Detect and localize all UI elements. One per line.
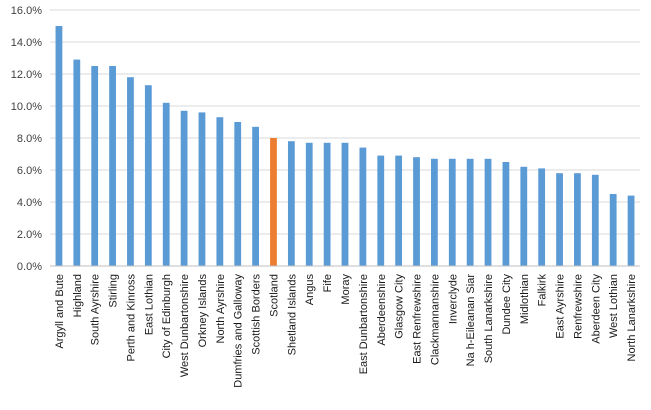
bar-renfrewshire	[574, 173, 581, 266]
x-category-label: Falkirk	[537, 274, 549, 307]
y-tick-label: 0.0%	[17, 261, 42, 273]
y-tick-label: 16.0%	[11, 5, 42, 17]
y-tick-label: 12.0%	[11, 69, 42, 81]
bar-clackmannanshire	[430, 158, 438, 266]
x-category-label: Fife	[322, 274, 334, 292]
x-category-label: East Lothian	[143, 274, 155, 335]
y-tick-label: 2.0%	[17, 229, 42, 241]
x-category-label: City of Edinburgh	[161, 274, 173, 358]
x-category-label: Orkney Islands	[197, 274, 209, 348]
bar-north-lanarkshire	[627, 195, 635, 266]
x-category-label: Inverclyde	[447, 274, 459, 324]
bar-city-of-edinburgh	[162, 102, 170, 266]
x-category-label: Aberdeenshire	[376, 274, 388, 346]
y-tick-label: 6.0%	[17, 165, 42, 177]
bar-scotland	[270, 138, 277, 266]
x-category-label: Renfrewshire	[572, 274, 584, 339]
bar-north-ayrshire	[216, 117, 224, 266]
x-category-label: North Ayrshire	[215, 274, 227, 344]
bar-inverclyde	[448, 158, 456, 266]
x-category-label: East Renfrewshire	[412, 274, 424, 364]
bar-stirling	[109, 66, 116, 266]
x-category-label: West Dunbartonshire	[179, 274, 191, 377]
y-tick-label: 4.0%	[17, 197, 42, 209]
bar-moray	[341, 142, 349, 266]
x-category-label: Aberdeen City	[590, 274, 602, 344]
x-category-label: South Lanarkshire	[483, 274, 495, 363]
bar-scottish-borders	[252, 126, 260, 266]
x-category-label: Midlothian	[519, 274, 531, 324]
bar-orkney-islands	[198, 112, 206, 267]
x-category-label: East Dunbartonshire	[358, 274, 370, 374]
bar-glasgow-city	[395, 155, 403, 266]
x-category-label: Dumfries and Galloway	[233, 274, 245, 388]
bar-perth-and-kinross	[127, 77, 134, 266]
x-category-label: Highland	[72, 274, 84, 317]
bar-dumfries-and-galloway	[234, 122, 242, 266]
y-axis-tick-labels: 0.0% 2.0% 4.0% 6.0% 8.0% 10.0% 12.0% 14.0% 16.0%	[11, 5, 42, 273]
x-category-label: Glasgow City	[394, 274, 406, 339]
x-category-label: Shetland Islands	[286, 274, 298, 356]
x-category-label: Angus	[304, 274, 316, 306]
bar-east-dunbartonshire	[359, 147, 367, 266]
bar-east-lothian	[144, 85, 152, 266]
bar-falkirk	[538, 168, 546, 266]
bar-south-ayrshire	[91, 66, 99, 266]
x-category-label: West Lothian	[608, 274, 620, 338]
bar-east-renfrewshire	[413, 157, 420, 266]
bar-highland	[73, 59, 81, 266]
bar-west-lothian	[609, 194, 617, 266]
bar-south-lanarkshire	[484, 158, 492, 266]
y-tick-label: 8.0%	[17, 133, 42, 145]
x-category-label: Stirling	[108, 274, 120, 308]
y-tick-label: 10.0%	[11, 101, 42, 113]
bars	[55, 26, 635, 267]
y-tick-label: 14.0%	[11, 37, 42, 49]
x-category-label: North Lanarkshire	[626, 274, 638, 361]
x-category-label: Scotland	[268, 274, 280, 317]
bar-angus	[305, 142, 313, 266]
x-category-label: Na h-Eileanan Siar	[465, 274, 477, 367]
bar-aberdeenshire	[377, 155, 385, 266]
x-category-label: Moray	[340, 274, 352, 305]
bar-fife	[323, 142, 331, 266]
x-category-label: Perth and Kinross	[125, 274, 137, 362]
x-category-label: Dundee City	[501, 274, 513, 335]
bar-shetland-islands	[287, 141, 295, 266]
bar-dundee-city	[502, 162, 510, 266]
bar-midlothian	[520, 166, 528, 266]
x-category-label: Argyll and Bute	[54, 274, 66, 349]
bar-na-h-eileanan-siar	[466, 158, 474, 266]
bar-east-ayrshire	[556, 173, 563, 266]
x-category-label: Clackmannanshire	[429, 274, 441, 365]
bar-west-dunbartonshire	[180, 110, 188, 266]
x-category-label: East Ayrshire	[555, 274, 567, 339]
x-axis-category-labels: Argyll and Bute Highland South Ayrshire Sti…	[54, 274, 638, 388]
x-category-label: Scottish Borders	[251, 274, 263, 355]
bar-aberdeen-city	[591, 174, 599, 266]
bar-argyll-and-bute	[55, 26, 63, 266]
x-category-label: South Ayrshire	[90, 274, 102, 345]
